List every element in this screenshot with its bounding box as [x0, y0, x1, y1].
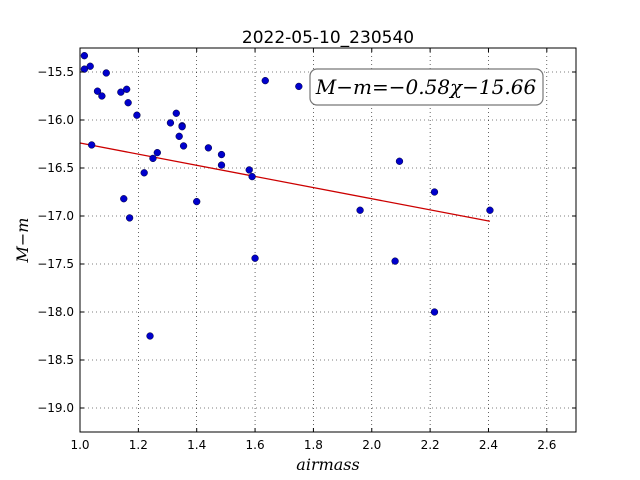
- data-point: [251, 254, 259, 262]
- y-axis-label: M−m: [13, 218, 32, 264]
- y-tick-label: −17.5: [37, 257, 74, 271]
- x-tick-label: 2.2: [421, 438, 440, 452]
- y-tick-label: −18.0: [37, 305, 74, 319]
- fit-equation-box: M−m=−0.58χ−15.66: [309, 68, 544, 106]
- data-point: [172, 109, 180, 117]
- x-tick-label: 1.0: [70, 438, 89, 452]
- x-tick-label: 1.2: [129, 438, 148, 452]
- x-tick-label: 1.6: [246, 438, 265, 452]
- plot-background: [80, 48, 576, 432]
- data-point: [175, 132, 183, 140]
- data-point: [102, 69, 110, 77]
- x-tick-label: 2.6: [537, 438, 556, 452]
- data-point: [166, 119, 175, 127]
- data-point: [179, 142, 188, 150]
- data-point: [430, 308, 439, 316]
- data-point: [391, 257, 399, 265]
- data-point: [88, 141, 96, 149]
- data-point: [204, 144, 213, 152]
- data-point: [140, 169, 148, 177]
- axis-ticks: 1.0 1.2 1.4 1.6 1.8 2.0 2.2 2.4 2.6 −15.5 −16.0 −16…: [37, 48, 576, 452]
- data-point: [430, 188, 439, 196]
- x-tick-label: 1.4: [187, 438, 206, 452]
- data-points: [80, 52, 494, 340]
- data-point: [295, 82, 303, 91]
- fit-line-group: [79, 142, 491, 222]
- plot-area: 1.0 1.2 1.4 1.6 1.8 2.0 2.2 2.4 2.6 −15.5 −16.0 −16…: [37, 47, 577, 452]
- x-tick-label: 2.4: [479, 438, 498, 452]
- data-point: [217, 161, 226, 169]
- data-point: [123, 85, 131, 93]
- data-point: [149, 154, 157, 163]
- chart-title: 2022-05-10_230540: [242, 28, 414, 48]
- y-tick-label: −15.5: [37, 65, 74, 79]
- fit-equation: M−m=−0.58χ−15.66: [315, 75, 537, 99]
- data-point: [248, 172, 256, 181]
- fit-equation-frame: [309, 68, 544, 106]
- data-point: [395, 157, 404, 165]
- data-point: [125, 214, 134, 222]
- data-point: [117, 88, 125, 96]
- data-point: [93, 87, 102, 95]
- data-point: [153, 148, 161, 157]
- data-point: [261, 76, 269, 85]
- y-tick-label: −16.0: [37, 113, 74, 127]
- data-point: [80, 65, 89, 73]
- plot-frame: [79, 47, 577, 433]
- x-tick-label: 1.8: [304, 438, 323, 452]
- data-point: [486, 206, 494, 214]
- data-point: [120, 195, 128, 203]
- y-tick-label: −18.5: [37, 353, 74, 367]
- data-point: [86, 62, 94, 70]
- data-point: [124, 99, 132, 107]
- data-point: [245, 166, 253, 174]
- data-point: [98, 92, 106, 100]
- x-axis-label: airmass: [296, 455, 359, 474]
- y-tick-label: −19.0: [37, 401, 74, 415]
- y-tick-label: −16.5: [37, 161, 74, 175]
- data-point: [356, 206, 364, 214]
- data-point: [80, 52, 89, 60]
- x-tick-label: 2.0: [362, 438, 381, 452]
- data-point: [178, 123, 186, 131]
- data-point: [133, 111, 141, 119]
- fit-line: [79, 142, 491, 222]
- grid: [79, 48, 576, 432]
- data-point: [193, 197, 201, 206]
- y-tick-label: −17.0: [37, 209, 74, 223]
- data-point: [217, 150, 226, 159]
- data-point: [146, 332, 154, 340]
